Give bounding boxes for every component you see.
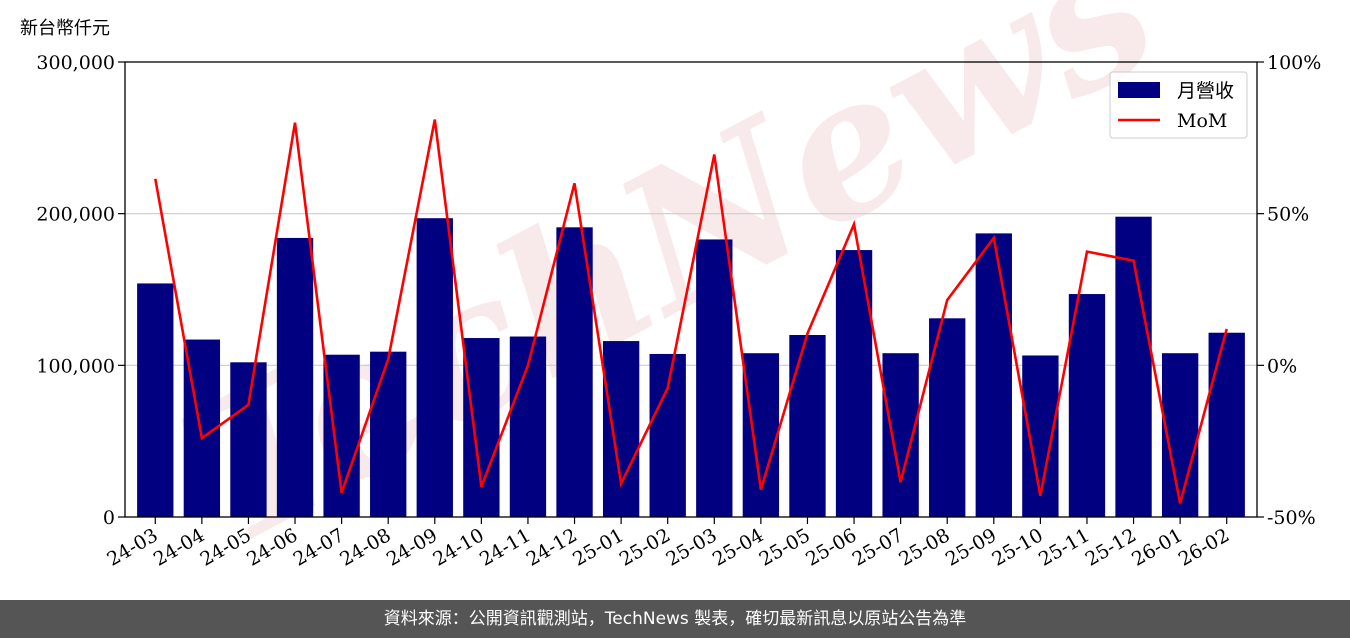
bar-25-05 [789,335,826,517]
y-left-tick-label: 300,000 [36,52,115,74]
x-tick-label: 25-08 [895,524,953,570]
x-tick-label: 25-03 [662,524,720,570]
x-tick-label: 25-09 [942,524,1000,570]
line-series [154,119,1228,504]
legend-swatch-bar [1118,82,1160,98]
bar-24-03 [137,283,174,517]
bar-25-01 [602,341,640,517]
y-right-tick-label: 100% [1267,52,1321,74]
x-tick-label: 24-11 [476,524,534,570]
y-left-tick-label: 200,000 [36,204,115,226]
x-tick-label: 25-06 [802,524,860,570]
x-tick-label: 25-01 [569,524,627,570]
bar-25-03 [696,239,733,517]
chart-area: 新台幣仟元 TechNews 0 100,000 200,000 300,000 -50… [20,0,1321,588]
grid-lines [125,213,1257,366]
legend: 月營收 MoM [1109,71,1248,139]
bar-24-12 [556,227,593,518]
x-tick-label: 26-01 [1128,524,1186,570]
chart-svg: TechNews 0100,000200,000300,000-50%0%50%… [36,0,1321,588]
y-right-tick-label: 0% [1267,355,1297,377]
bar-24-06 [276,237,314,517]
x-tick-label: 25-12 [1082,524,1140,570]
legend-label-bar: 月營收 [1177,80,1234,102]
bar-24-05 [230,362,267,517]
footer-source-note: 資料來源：公開資訊觀測站，TechNews 製表，確切最新訊息以原站公告為準 [0,600,1350,638]
bar-24-09 [416,218,453,517]
x-tick-label: 25-04 [709,524,767,570]
x-tick-label: 25-10 [988,524,1046,570]
bar-24-08 [370,351,407,517]
bar-26-02 [1208,332,1245,517]
x-tick-label: 25-11 [1035,524,1093,570]
y-left-tick-label: 0 [103,507,115,529]
x-tick-label: 25-05 [756,524,814,570]
bar-25-09 [975,233,1012,517]
bar-25-04 [742,353,780,517]
x-tick-label: 26-02 [1175,524,1233,570]
x-tick-label: 24-09 [383,524,441,570]
x-tick-label: 24-12 [523,524,581,570]
plot-frame [124,61,1258,518]
y-right-tick-label: 50% [1267,204,1309,226]
y-left-tick-label: 100,000 [36,355,115,377]
y-axis-unit-label: 新台幣仟元 [20,18,110,39]
x-tick-label: 24-04 [150,524,208,570]
bar-25-02 [649,353,686,517]
bar-series [137,216,1245,518]
mom-line [154,119,1228,504]
x-tick-label: 25-02 [616,524,674,570]
y-right-tick-label: -50% [1267,507,1316,529]
bar-25-11 [1068,294,1106,517]
x-tick-label: 25-07 [849,524,907,570]
x-tick-label: 24-10 [429,524,487,570]
x-tick-label: 24-03 [103,524,161,570]
bar-24-10 [463,338,500,517]
legend-label-line: MoM [1177,110,1227,132]
